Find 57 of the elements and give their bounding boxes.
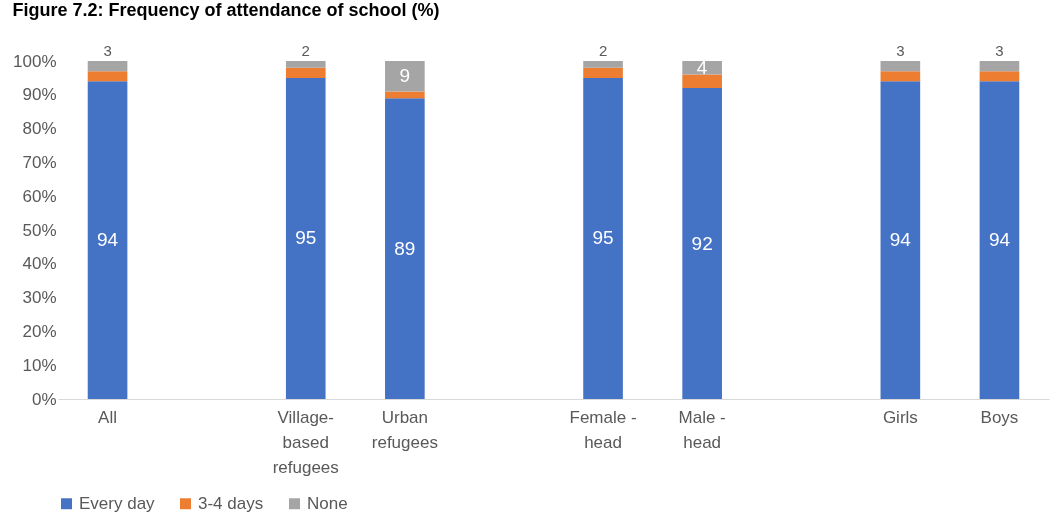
y-tick-label: 50% <box>22 220 57 240</box>
legend-label: Every day <box>79 493 156 513</box>
data-label: 89 <box>394 237 416 259</box>
bar <box>87 71 128 82</box>
data-label: 95 <box>592 227 614 249</box>
y-tick-label: 60% <box>22 186 57 206</box>
bar <box>979 61 1020 72</box>
bar <box>880 81 921 399</box>
data-label: 92 <box>691 232 713 254</box>
x-tick-label: Boys <box>980 407 1019 427</box>
bar <box>87 81 128 399</box>
x-tick-label: All <box>98 407 117 427</box>
y-tick-label: 40% <box>22 254 57 274</box>
y-tick-label: 80% <box>22 119 57 139</box>
y-tick-label: 70% <box>22 152 57 172</box>
bar <box>385 91 425 99</box>
data-label: 3 <box>995 42 1004 59</box>
bar <box>385 98 425 399</box>
data-label: 94 <box>988 229 1011 251</box>
x-tick-label: Male - head <box>678 407 726 452</box>
bar <box>979 81 1020 399</box>
chart-title: Figure 7.2: Frequency of attendance of school (%) <box>12 0 440 20</box>
data-label: 94 <box>96 229 119 251</box>
bar <box>285 67 326 78</box>
data-label: 2 <box>301 42 310 59</box>
x-tick-label: Female - head <box>569 407 637 452</box>
data-label: 9 <box>399 65 411 87</box>
bar <box>880 71 921 82</box>
y-tick-label: 100% <box>13 51 57 71</box>
legend-label: None <box>307 493 348 513</box>
y-tick-label: 10% <box>22 355 57 375</box>
bar <box>880 61 921 72</box>
bar <box>583 61 623 68</box>
y-tick-label: 0% <box>31 389 57 409</box>
bar <box>979 71 1020 82</box>
x-tick-label: Girls <box>882 407 918 427</box>
bar <box>285 77 326 399</box>
legend-label: 3-4 days <box>198 493 264 513</box>
data-label: 94 <box>889 229 912 251</box>
data-label: 95 <box>295 227 317 249</box>
data-label: 3 <box>896 42 905 59</box>
data-label: 3 <box>103 42 112 59</box>
bar <box>682 74 722 89</box>
bar <box>385 61 425 92</box>
bar <box>87 61 128 72</box>
bar <box>682 88 722 399</box>
x-tick-label: Urban refugees <box>371 407 438 452</box>
bar <box>583 67 623 78</box>
data-label: 4 <box>696 56 708 78</box>
y-tick-label: 20% <box>22 321 57 341</box>
bar <box>285 61 326 68</box>
data-label: 2 <box>598 42 608 59</box>
x-tick-label: Village-based refugees <box>272 407 339 477</box>
y-tick-label: 90% <box>22 85 57 105</box>
bar <box>682 61 722 75</box>
bar <box>583 77 623 399</box>
y-tick-label: 30% <box>22 288 57 308</box>
